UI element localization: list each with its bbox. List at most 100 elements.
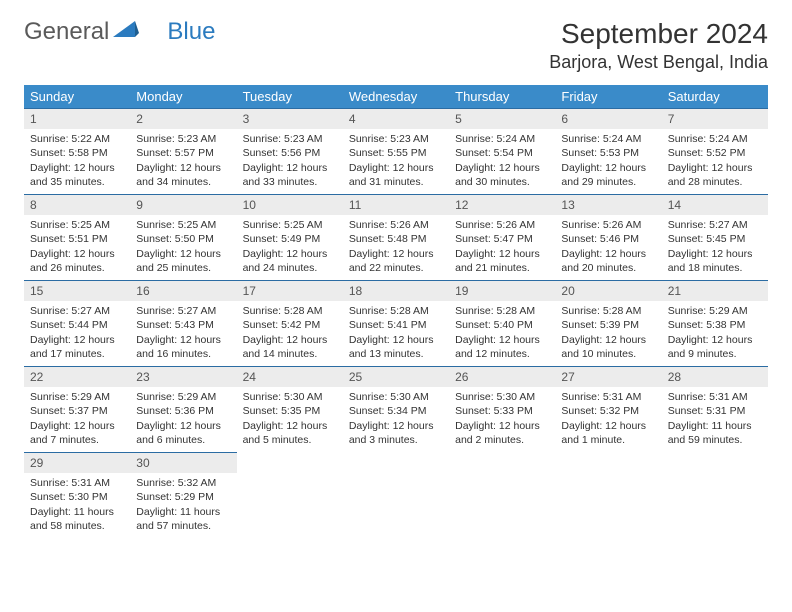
- calendar-cell: 19Sunrise: 5:28 AMSunset: 5:40 PMDayligh…: [449, 281, 555, 367]
- calendar-cell: 12Sunrise: 5:26 AMSunset: 5:47 PMDayligh…: [449, 195, 555, 281]
- weekday-header: Thursday: [449, 85, 555, 109]
- day-number: 17: [237, 281, 343, 301]
- calendar-row: 8Sunrise: 5:25 AMSunset: 5:51 PMDaylight…: [24, 195, 768, 281]
- month-title: September 2024: [549, 18, 768, 50]
- day-daylight: Daylight: 12 hours and 33 minutes.: [243, 161, 337, 189]
- day-sunrise: Sunrise: 5:25 AM: [30, 218, 124, 232]
- day-sunrise: Sunrise: 5:27 AM: [136, 304, 230, 318]
- day-sunrise: Sunrise: 5:25 AM: [136, 218, 230, 232]
- day-daylight: Daylight: 12 hours and 6 minutes.: [136, 419, 230, 447]
- calendar-cell: 28Sunrise: 5:31 AMSunset: 5:31 PMDayligh…: [662, 367, 768, 453]
- day-daylight: Daylight: 11 hours and 59 minutes.: [668, 419, 762, 447]
- day-sunrise: Sunrise: 5:23 AM: [136, 132, 230, 146]
- day-body: Sunrise: 5:23 AMSunset: 5:55 PMDaylight:…: [343, 129, 449, 193]
- calendar-cell: 13Sunrise: 5:26 AMSunset: 5:46 PMDayligh…: [555, 195, 661, 281]
- day-body: Sunrise: 5:26 AMSunset: 5:47 PMDaylight:…: [449, 215, 555, 279]
- day-daylight: Daylight: 12 hours and 7 minutes.: [30, 419, 124, 447]
- calendar-cell-empty: [343, 453, 449, 539]
- day-sunset: Sunset: 5:46 PM: [561, 232, 655, 246]
- day-sunset: Sunset: 5:55 PM: [349, 146, 443, 160]
- day-daylight: Daylight: 12 hours and 28 minutes.: [668, 161, 762, 189]
- day-daylight: Daylight: 12 hours and 17 minutes.: [30, 333, 124, 361]
- calendar-row: 15Sunrise: 5:27 AMSunset: 5:44 PMDayligh…: [24, 281, 768, 367]
- calendar-cell: 16Sunrise: 5:27 AMSunset: 5:43 PMDayligh…: [130, 281, 236, 367]
- calendar-cell: 26Sunrise: 5:30 AMSunset: 5:33 PMDayligh…: [449, 367, 555, 453]
- day-sunrise: Sunrise: 5:23 AM: [243, 132, 337, 146]
- day-sunset: Sunset: 5:50 PM: [136, 232, 230, 246]
- day-number: 27: [555, 367, 661, 387]
- calendar-cell: 29Sunrise: 5:31 AMSunset: 5:30 PMDayligh…: [24, 453, 130, 539]
- day-number: 15: [24, 281, 130, 301]
- day-number: 3: [237, 109, 343, 129]
- day-sunset: Sunset: 5:56 PM: [243, 146, 337, 160]
- weekday-header: Tuesday: [237, 85, 343, 109]
- day-sunset: Sunset: 5:36 PM: [136, 404, 230, 418]
- calendar-cell: 4Sunrise: 5:23 AMSunset: 5:55 PMDaylight…: [343, 109, 449, 195]
- day-sunset: Sunset: 5:51 PM: [30, 232, 124, 246]
- weekday-header: Sunday: [24, 85, 130, 109]
- day-daylight: Daylight: 12 hours and 1 minute.: [561, 419, 655, 447]
- calendar-table: SundayMondayTuesdayWednesdayThursdayFrid…: [24, 85, 768, 539]
- day-body: Sunrise: 5:28 AMSunset: 5:42 PMDaylight:…: [237, 301, 343, 365]
- day-number: 6: [555, 109, 661, 129]
- day-body: Sunrise: 5:32 AMSunset: 5:29 PMDaylight:…: [130, 473, 236, 537]
- day-sunset: Sunset: 5:58 PM: [30, 146, 124, 160]
- day-sunset: Sunset: 5:33 PM: [455, 404, 549, 418]
- day-sunrise: Sunrise: 5:24 AM: [561, 132, 655, 146]
- day-daylight: Daylight: 12 hours and 2 minutes.: [455, 419, 549, 447]
- day-sunrise: Sunrise: 5:26 AM: [561, 218, 655, 232]
- day-sunset: Sunset: 5:43 PM: [136, 318, 230, 332]
- day-sunrise: Sunrise: 5:28 AM: [561, 304, 655, 318]
- day-number: 9: [130, 195, 236, 215]
- day-number: 2: [130, 109, 236, 129]
- day-sunset: Sunset: 5:53 PM: [561, 146, 655, 160]
- day-body: Sunrise: 5:23 AMSunset: 5:56 PMDaylight:…: [237, 129, 343, 193]
- calendar-cell: 7Sunrise: 5:24 AMSunset: 5:52 PMDaylight…: [662, 109, 768, 195]
- day-sunset: Sunset: 5:45 PM: [668, 232, 762, 246]
- day-body: Sunrise: 5:28 AMSunset: 5:40 PMDaylight:…: [449, 301, 555, 365]
- day-body: Sunrise: 5:25 AMSunset: 5:50 PMDaylight:…: [130, 215, 236, 279]
- day-body: Sunrise: 5:24 AMSunset: 5:53 PMDaylight:…: [555, 129, 661, 193]
- calendar-cell: 22Sunrise: 5:29 AMSunset: 5:37 PMDayligh…: [24, 367, 130, 453]
- day-body: Sunrise: 5:31 AMSunset: 5:30 PMDaylight:…: [24, 473, 130, 537]
- day-body: Sunrise: 5:26 AMSunset: 5:46 PMDaylight:…: [555, 215, 661, 279]
- day-body: Sunrise: 5:27 AMSunset: 5:44 PMDaylight:…: [24, 301, 130, 365]
- triangle-icon: [113, 18, 139, 46]
- calendar-cell-empty: [237, 453, 343, 539]
- day-number: 24: [237, 367, 343, 387]
- logo-text-gray: General: [24, 18, 109, 46]
- day-number: 14: [662, 195, 768, 215]
- day-number: 19: [449, 281, 555, 301]
- day-daylight: Daylight: 12 hours and 34 minutes.: [136, 161, 230, 189]
- day-sunrise: Sunrise: 5:30 AM: [243, 390, 337, 404]
- day-sunrise: Sunrise: 5:26 AM: [455, 218, 549, 232]
- day-body: Sunrise: 5:29 AMSunset: 5:37 PMDaylight:…: [24, 387, 130, 451]
- day-body: Sunrise: 5:28 AMSunset: 5:41 PMDaylight:…: [343, 301, 449, 365]
- day-sunset: Sunset: 5:30 PM: [30, 490, 124, 504]
- day-daylight: Daylight: 12 hours and 21 minutes.: [455, 247, 549, 275]
- day-sunset: Sunset: 5:31 PM: [668, 404, 762, 418]
- day-number: 22: [24, 367, 130, 387]
- day-sunrise: Sunrise: 5:31 AM: [561, 390, 655, 404]
- day-number: 29: [24, 453, 130, 473]
- day-sunset: Sunset: 5:29 PM: [136, 490, 230, 504]
- day-sunrise: Sunrise: 5:22 AM: [30, 132, 124, 146]
- weekday-header: Friday: [555, 85, 661, 109]
- calendar-row: 22Sunrise: 5:29 AMSunset: 5:37 PMDayligh…: [24, 367, 768, 453]
- day-body: Sunrise: 5:29 AMSunset: 5:38 PMDaylight:…: [662, 301, 768, 365]
- day-sunrise: Sunrise: 5:28 AM: [243, 304, 337, 318]
- day-sunset: Sunset: 5:48 PM: [349, 232, 443, 246]
- day-sunrise: Sunrise: 5:24 AM: [455, 132, 549, 146]
- day-daylight: Daylight: 12 hours and 25 minutes.: [136, 247, 230, 275]
- day-body: Sunrise: 5:27 AMSunset: 5:45 PMDaylight:…: [662, 215, 768, 279]
- day-daylight: Daylight: 12 hours and 14 minutes.: [243, 333, 337, 361]
- day-sunrise: Sunrise: 5:23 AM: [349, 132, 443, 146]
- day-sunset: Sunset: 5:37 PM: [30, 404, 124, 418]
- day-body: Sunrise: 5:23 AMSunset: 5:57 PMDaylight:…: [130, 129, 236, 193]
- day-daylight: Daylight: 12 hours and 31 minutes.: [349, 161, 443, 189]
- day-sunrise: Sunrise: 5:28 AM: [349, 304, 443, 318]
- day-body: Sunrise: 5:28 AMSunset: 5:39 PMDaylight:…: [555, 301, 661, 365]
- day-sunrise: Sunrise: 5:27 AM: [30, 304, 124, 318]
- day-daylight: Daylight: 12 hours and 12 minutes.: [455, 333, 549, 361]
- logo-text-blue: Blue: [167, 18, 215, 46]
